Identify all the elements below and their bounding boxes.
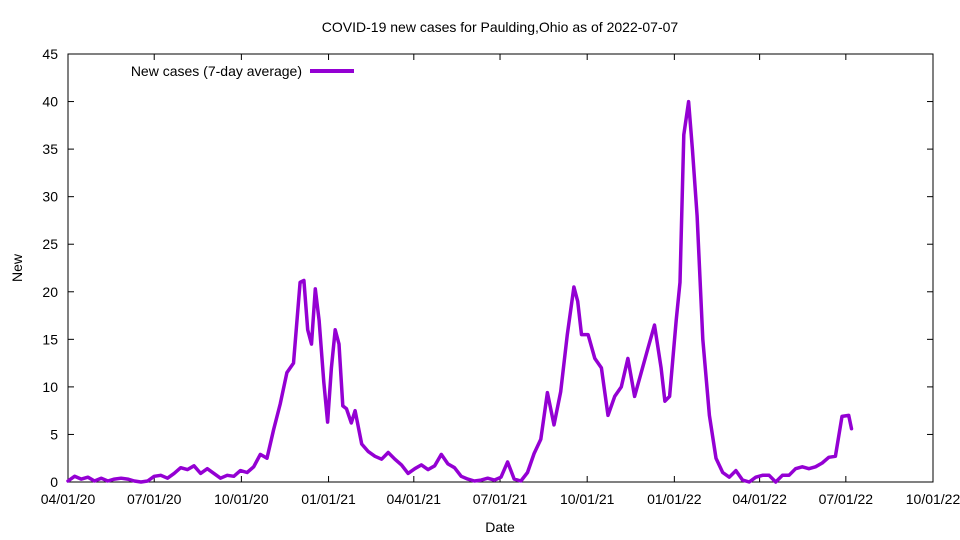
y-tick-label: 10 (42, 379, 58, 395)
x-tick-label: 10/01/21 (560, 491, 615, 507)
x-axis: 04/01/20 07/01/20 10/01/20 01/01/21 04/01/21… (41, 54, 960, 507)
y-axis-label: New (9, 253, 25, 282)
y-tick-label: 40 (42, 94, 58, 110)
x-tick-label: 07/01/21 (473, 491, 528, 507)
x-tick-label: 01/01/22 (647, 491, 702, 507)
y-tick-label: 30 (42, 189, 58, 205)
x-tick-label: 07/01/20 (127, 491, 182, 507)
chart-title: COVID-19 new cases for Paulding,Ohio as … (322, 19, 679, 35)
y-tick-label: 5 (50, 426, 58, 442)
series-layer (66, 99, 854, 484)
x-tick-label: 10/01/20 (214, 491, 269, 507)
x-tick-label: 04/01/21 (387, 491, 442, 507)
legend-label: New cases (7-day average) (131, 63, 302, 79)
y-tick-label: 20 (42, 284, 58, 300)
x-tick-label: 01/01/21 (301, 491, 356, 507)
y-tick-label: 35 (42, 141, 58, 157)
x-tick-label: 04/01/22 (732, 491, 787, 507)
plot-frame (67, 53, 934, 483)
x-axis-label: Date (485, 519, 515, 535)
y-tick-label: 15 (42, 331, 58, 347)
y-tick-label: 0 (50, 474, 58, 490)
y-tick-label: 25 (42, 236, 58, 252)
y-tick-label: 45 (42, 46, 58, 62)
series-line (66, 99, 854, 484)
x-tick-label: 07/01/22 (819, 491, 874, 507)
x-tick-label: 04/01/20 (41, 491, 96, 507)
legend: New cases (7-day average) (131, 63, 354, 79)
x-tick-label: 10/01/22 (906, 491, 960, 507)
y-axis: 0 5 10 15 20 25 30 35 40 45 (42, 46, 933, 490)
